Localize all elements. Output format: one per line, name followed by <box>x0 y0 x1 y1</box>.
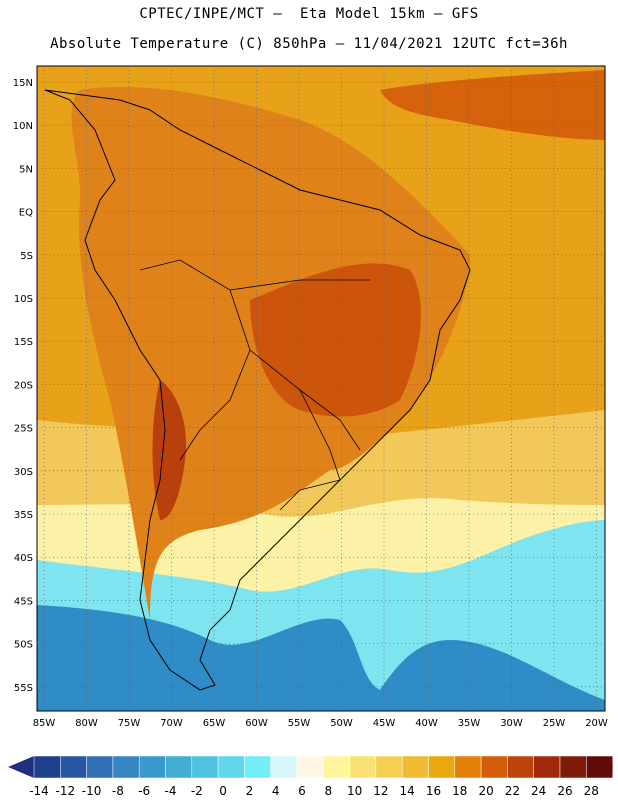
region-andes-hot <box>152 380 186 520</box>
map-title: CPTEC/INPE/MCT – Eta Model 15km – GFS <box>139 6 479 22</box>
region-central-brazil-hot <box>250 263 421 417</box>
lon-label: 70W <box>160 718 183 729</box>
colorbar-cell <box>428 755 456 779</box>
lat-label: 25S <box>14 424 33 435</box>
colorbar-label: 0 <box>219 784 227 798</box>
lon-label: 40W <box>415 718 438 729</box>
lat-label: EQ <box>19 208 33 219</box>
latitude-labels: 15N 10N 5N EQ 5S 10S 15S 20S 25S 30S 35S 40S 45S 50S 5… <box>13 78 33 694</box>
longitude-labels: 85W 80W 75W 70W 65W 60W 55W 50W 45W 40W 35W 30W 25W 2… <box>33 718 608 729</box>
colorbar-label: -12 <box>55 784 75 798</box>
colorbar-label: 22 <box>505 784 520 798</box>
colorbar-label: 24 <box>531 784 546 798</box>
colorbar-cell <box>323 755 350 779</box>
colorbar-label: -2 <box>191 784 203 798</box>
colorbar-label: 12 <box>373 784 388 798</box>
colorbar-cell <box>86 755 114 779</box>
lon-label: 25W <box>543 718 566 729</box>
colorbar-cell <box>349 755 377 779</box>
coastline <box>44 89 471 691</box>
lon-label: 45W <box>373 718 396 729</box>
colorbar-cell <box>507 755 534 779</box>
colorbar-cell <box>270 755 298 779</box>
colorbar-cell <box>138 755 166 779</box>
lat-label: 45S <box>14 596 33 607</box>
colorbar-label: 2 <box>246 784 254 798</box>
colorbar-cell <box>60 755 87 779</box>
colorbar-label: 26 <box>557 784 572 798</box>
temperature-field <box>37 66 605 711</box>
colorbar-cell <box>454 755 482 779</box>
lon-label: 35W <box>458 718 481 729</box>
lon-label: 80W <box>75 718 98 729</box>
country-borders <box>139 259 370 511</box>
colorbar-label: 20 <box>478 784 493 798</box>
colorbar-cell <box>480 755 508 779</box>
colorbar-label: 16 <box>426 784 441 798</box>
colorbar-over-arrow <box>612 756 613 778</box>
region-caribbean-hot <box>380 70 605 140</box>
colorbar-cell <box>33 755 61 779</box>
lon-label: 55W <box>288 718 311 729</box>
lat-label: 35S <box>14 510 33 521</box>
colorbar-cell <box>375 755 403 779</box>
lon-label: 65W <box>203 718 226 729</box>
colorbar-cell <box>217 755 245 779</box>
lon-label: 85W <box>33 718 56 729</box>
colorbar-label: -4 <box>165 784 177 798</box>
lat-label: 5S <box>20 251 33 262</box>
colorbar-cell <box>112 755 140 779</box>
colorbar-label: -8 <box>112 784 124 798</box>
graticule <box>37 66 605 711</box>
lat-label: 10S <box>14 294 33 305</box>
colorbar-cell <box>165 755 193 779</box>
colorbar-label: 28 <box>584 784 599 798</box>
colorbar-cell <box>244 755 271 779</box>
lat-label: 55S <box>14 683 33 694</box>
lat-label: 30S <box>14 467 33 478</box>
lat-label: 15S <box>14 337 33 348</box>
colorbar-label: 4 <box>272 784 280 798</box>
map-subtitle: Absolute Temperature (C) 850hPa – 11/04/… <box>50 36 568 52</box>
lat-label: 20S <box>14 380 33 391</box>
lat-label: 40S <box>14 553 33 564</box>
colorbar-label: 14 <box>400 784 415 798</box>
colorbar-label: 8 <box>324 784 332 798</box>
map-frame <box>36 65 606 712</box>
lat-label: 5N <box>19 164 33 175</box>
lon-label: 50W <box>330 718 353 729</box>
colorbar-label: -6 <box>138 784 150 798</box>
colorbar-cell <box>296 755 324 779</box>
lon-label: 30W <box>500 718 523 729</box>
colorbar-label: 6 <box>298 784 306 798</box>
lat-label: 15N <box>13 78 33 89</box>
lon-label: 75W <box>118 718 141 729</box>
colorbar-cell <box>586 755 613 779</box>
region-sub-polar <box>37 605 605 711</box>
colorbar-label: 18 <box>452 784 467 798</box>
lon-label: 20W <box>585 718 608 729</box>
lat-label: 10N <box>13 121 33 132</box>
colorbar-label: 10 <box>347 784 362 798</box>
colorbar-cell <box>401 755 429 779</box>
colorbar-label: -14 <box>29 784 49 798</box>
colorbar-under-arrow <box>8 756 34 778</box>
lon-label: 60W <box>245 718 268 729</box>
colorbar-cell <box>191 755 219 779</box>
lat-label: 50S <box>14 640 33 651</box>
colorbar-cell <box>533 755 561 779</box>
colorbar-cell <box>559 755 587 779</box>
colorbar-label: -10 <box>82 784 102 798</box>
